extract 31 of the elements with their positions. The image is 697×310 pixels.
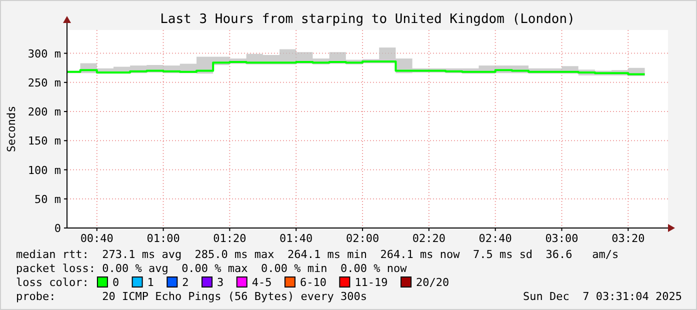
y-axis-title: Seconds — [5, 106, 18, 152]
x-tick-label: 02:20 — [412, 232, 446, 245]
text: median rtt: 273.1 ms avg 285.0 ms max 264.1 ms min 264.1 ms now 7.5 ms sd 36.6 am/s — [16, 248, 619, 261]
y-tick-label: 200 m — [28, 106, 62, 119]
legend-label: 2 — [182, 276, 189, 289]
y-tick-label: 50 m — [34, 192, 62, 206]
y-tick-label: 150 m — [28, 134, 62, 148]
x-tick-label: 02:00 — [346, 232, 380, 245]
legend-label: 11-19 — [354, 276, 388, 289]
legend-label: 6-10 — [300, 276, 326, 289]
x-tick-label: 00:40 — [80, 232, 114, 245]
legend-label: 3 — [217, 276, 224, 289]
legend-title: loss color: — [16, 276, 89, 289]
y-tick-label: 0 — [54, 222, 61, 235]
y-tick-label: 100 m — [28, 164, 62, 177]
x-tick-label: 01:40 — [280, 232, 313, 245]
y-tick-label: 250 m — [28, 76, 62, 90]
y-tick-label: 300 m — [28, 47, 62, 60]
x-tick-label: 03:20 — [612, 232, 645, 245]
x-tick-label: 01:00 — [146, 232, 180, 245]
text: packet loss: 0.00 % avg 0.00 % max 0.00 % min 0.00 % now — [16, 262, 408, 275]
text: Sun Dec 7 03:31:04 2025 — [523, 290, 682, 303]
chart-title: Last 3 Hours from starping to United Kingdom (London) — [160, 12, 575, 27]
x-tick-label: 02:40 — [478, 232, 512, 245]
legend-label: 0 — [112, 276, 120, 289]
legend-label: 4-5 — [252, 276, 272, 289]
text: probe: 20 ICMP Echo Pings (56 Bytes) every 300s — [16, 290, 367, 303]
x-tick-label: 03:00 — [545, 232, 578, 245]
x-tick-label: 01:20 — [213, 232, 246, 245]
legend-label: 1 — [147, 276, 154, 289]
legend-label: 20/20 — [416, 276, 450, 289]
